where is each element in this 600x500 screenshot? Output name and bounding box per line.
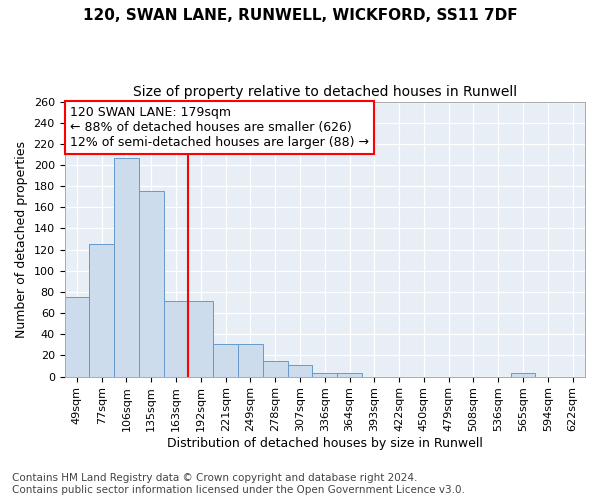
Bar: [511, 374, 535, 376]
Bar: [188, 302, 213, 376]
Bar: [139, 192, 164, 376]
Text: 120 SWAN LANE: 179sqm
← 88% of detached houses are smaller (626)
12% of semi-det: 120 SWAN LANE: 179sqm ← 88% of detached …: [70, 106, 369, 148]
Text: 120, SWAN LANE, RUNWELL, WICKFORD, SS11 7DF: 120, SWAN LANE, RUNWELL, WICKFORD, SS11 …: [83, 8, 517, 22]
Text: Contains HM Land Registry data © Crown copyright and database right 2024.
Contai: Contains HM Land Registry data © Crown c…: [12, 474, 465, 495]
Bar: [263, 360, 287, 376]
Bar: [238, 344, 263, 376]
X-axis label: Distribution of detached houses by size in Runwell: Distribution of detached houses by size …: [167, 437, 483, 450]
Bar: [65, 298, 89, 376]
Bar: [89, 244, 114, 376]
Bar: [287, 365, 313, 376]
Bar: [313, 374, 337, 376]
Bar: [213, 344, 238, 376]
Bar: [337, 374, 362, 376]
Title: Size of property relative to detached houses in Runwell: Size of property relative to detached ho…: [133, 85, 517, 99]
Y-axis label: Number of detached properties: Number of detached properties: [15, 140, 28, 338]
Bar: [114, 158, 139, 376]
Bar: [164, 302, 188, 376]
